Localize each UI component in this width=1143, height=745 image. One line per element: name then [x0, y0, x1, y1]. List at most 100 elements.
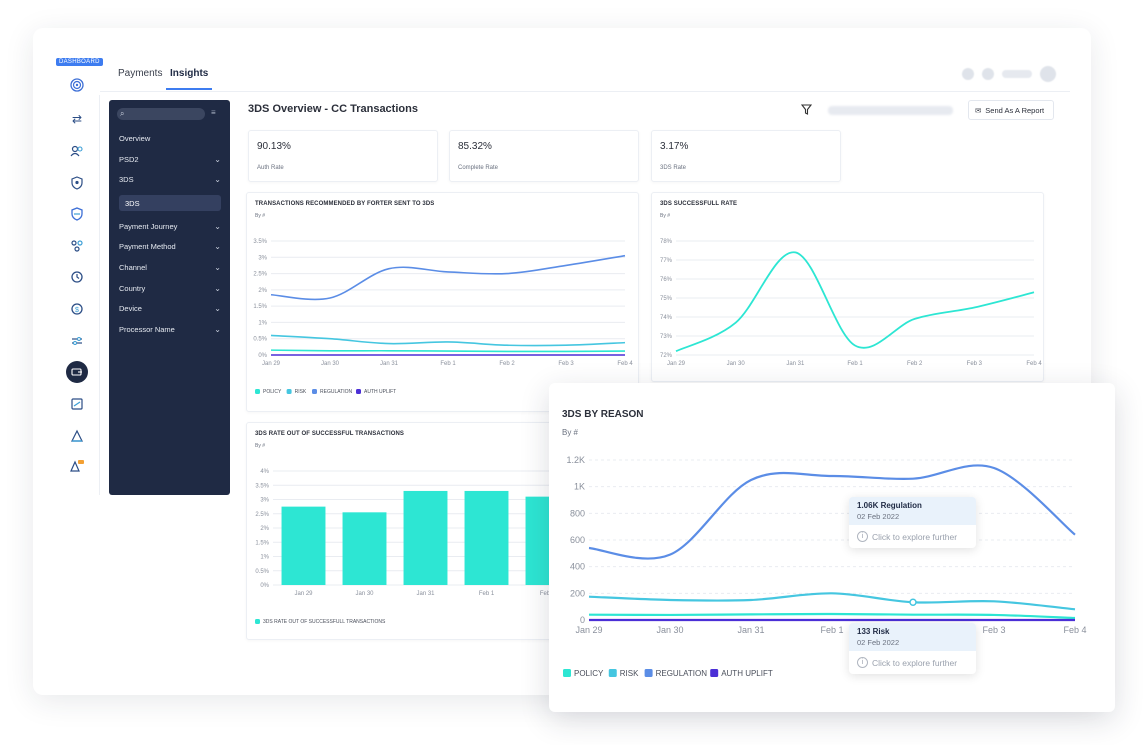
kpi-value: 85.32%	[458, 141, 492, 152]
chevron-down-icon: ⌄	[214, 242, 221, 251]
date-range-picker[interactable]	[828, 106, 953, 115]
chart-title: TRANSACTIONS RECOMMENDED BY FORTER SENT …	[255, 201, 435, 207]
chevron-down-icon: ⌄	[214, 325, 221, 334]
sidebar-item-payment-journey[interactable]: Payment Journey ⌄	[119, 222, 221, 231]
mail-icon: ✉	[975, 105, 982, 115]
currency-icon[interactable]: $	[67, 299, 87, 319]
nodes-icon[interactable]	[67, 236, 87, 256]
x-tick-label: Feb 2	[499, 361, 515, 367]
y-tick-label: 1%	[260, 555, 269, 561]
tooltip-regulation[interactable]: 1.06K Regulation 02 Feb 2022 i Click to e…	[849, 497, 976, 548]
sidebar-item-overview[interactable]: Overview	[119, 134, 151, 143]
tooltip-explore-link[interactable]: i Click to explore further	[849, 525, 976, 548]
dashboard-badge: DASHBOARD	[56, 58, 103, 66]
y-tick-label: 76%	[660, 277, 673, 283]
y-tick-label: 800	[570, 508, 585, 518]
triangle-new-icon[interactable]	[67, 456, 87, 476]
help-icon[interactable]	[962, 68, 974, 80]
series-line	[588, 464, 1076, 560]
chart-card-3ds-success-rate: 3DS SUCCESSFULL RATE By # 72% 73% 74% 75% 76…	[651, 192, 1044, 382]
x-tick-label: Jan 29	[667, 361, 686, 367]
triangle-chart-icon[interactable]	[67, 426, 87, 446]
collapse-icon[interactable]: ≡	[211, 108, 216, 117]
sidebar-item-3ds[interactable]: 3DS ⌄	[119, 175, 221, 184]
kpi-label: 3DS Rate	[660, 165, 687, 171]
avatar[interactable]	[1040, 66, 1056, 82]
kpi-label: Auth Rate	[257, 165, 284, 171]
x-tick-label: Jan 30	[355, 591, 374, 597]
y-tick-label: 2.5%	[255, 512, 269, 518]
legend-label: POLICY	[263, 389, 282, 395]
legend-swatch	[644, 669, 653, 677]
report-icon[interactable]	[67, 394, 87, 414]
series-line	[270, 334, 626, 347]
fingerprint-icon[interactable]	[67, 75, 87, 95]
x-tick-label: Jan 31	[380, 361, 399, 367]
chart-subtitle: By #	[660, 213, 671, 219]
chart-title: 3DS SUCCESSFULL RATE	[660, 201, 738, 207]
y-tick-label: 73%	[660, 334, 673, 340]
x-tick-label: Feb 1	[440, 361, 456, 367]
user-menu[interactable]	[1002, 70, 1032, 78]
sidebar-item-channel[interactable]: Channel ⌄	[119, 263, 221, 272]
y-tick-label: 1%	[258, 320, 267, 326]
shield-icon[interactable]	[67, 204, 87, 224]
x-tick-label: Jan 31	[416, 591, 435, 597]
users-icon[interactable]	[67, 141, 87, 161]
y-tick-label: 3.5%	[253, 239, 267, 245]
x-tick-label: Feb 2	[907, 361, 923, 367]
legend-label: POLICY	[574, 669, 604, 678]
tooltip-risk[interactable]: 133 Risk 02 Feb 2022 i Click to explore f…	[849, 623, 976, 674]
payments-card-icon[interactable]	[66, 361, 88, 383]
tooltip-value: 1.06K Regulation	[857, 501, 922, 510]
filter-icon[interactable]	[800, 104, 813, 118]
sidebar-subitem-3ds[interactable]: 3DS	[119, 195, 221, 211]
sidebar-item-country[interactable]: Country ⌄	[119, 284, 221, 293]
x-tick-label: Jan 29	[294, 591, 313, 597]
sidebar-item-psd2[interactable]: PSD2 ⌄	[119, 155, 221, 164]
y-tick-label: 0.5%	[255, 569, 269, 575]
insights-sidebar: ⌕ ≡ Overview PSD2 ⌄ 3DS ⌄ 3DS Payment Jour…	[109, 100, 230, 495]
legend-label: AUTH UPLIFT	[364, 389, 396, 395]
sliders-icon[interactable]	[67, 331, 87, 351]
series-line	[270, 254, 626, 301]
settings-icon[interactable]	[982, 68, 994, 80]
x-tick-label: Feb 4	[1063, 625, 1086, 635]
legend-swatch	[710, 669, 719, 677]
tooltip-explore-link[interactable]: i Click to explore further	[849, 651, 976, 674]
sidebar-item-processor-name[interactable]: Processor Name ⌄	[119, 325, 221, 334]
legend-swatch	[286, 389, 292, 394]
y-tick-label: 4%	[260, 469, 269, 475]
series-line	[675, 251, 1035, 353]
x-tick-label: Jan 29	[262, 361, 281, 367]
y-tick-label: 1.5%	[255, 540, 269, 546]
x-tick-label: Feb 2	[540, 591, 556, 597]
y-tick-label: 2%	[258, 288, 267, 294]
chart-subtitle: By #	[562, 428, 579, 437]
top-bar: Payments Insights	[100, 58, 1070, 92]
shield-user-icon[interactable]	[67, 173, 87, 193]
tab-insights[interactable]: Insights	[165, 68, 213, 90]
sidebar-item-payment-method[interactable]: Payment Method ⌄	[119, 242, 221, 251]
history-icon[interactable]	[67, 267, 87, 287]
bar	[464, 490, 509, 585]
y-tick-label: 3%	[258, 255, 267, 261]
sidebar-item-device[interactable]: Device ⌄	[119, 304, 221, 313]
transfer-icon[interactable]: ⇄	[71, 112, 83, 126]
x-tick-label: Feb 4	[1026, 361, 1042, 367]
sidebar-search-input[interactable]: ⌕	[117, 108, 205, 120]
x-tick-label: Jan 31	[786, 361, 805, 367]
legend-swatch	[255, 619, 260, 624]
tab-payments[interactable]: Payments	[118, 68, 163, 79]
tooltip-value: 133 Risk	[857, 627, 890, 636]
chart-subtitle: By #	[255, 443, 266, 449]
y-tick-label: 74%	[660, 315, 673, 321]
y-tick-label: 0.5%	[253, 337, 267, 343]
y-tick-label: 2.5%	[253, 272, 267, 278]
legend-label: 3DS RATE OUT OF SUCCESSFULL TRANSACTIONS	[263, 619, 386, 625]
legend-swatch	[563, 669, 571, 677]
chart-card-3ds-by-reason: 3DS BY REASON By # 0 200 400 600 800 1K 1.2K Ja…	[549, 383, 1115, 712]
send-report-button[interactable]: ✉ Send As A Report	[968, 100, 1054, 120]
legend-swatch	[356, 389, 361, 394]
chart-card-sent-to-3ds: TRANSACTIONS RECOMMENDED BY FORTER SENT …	[246, 192, 639, 412]
